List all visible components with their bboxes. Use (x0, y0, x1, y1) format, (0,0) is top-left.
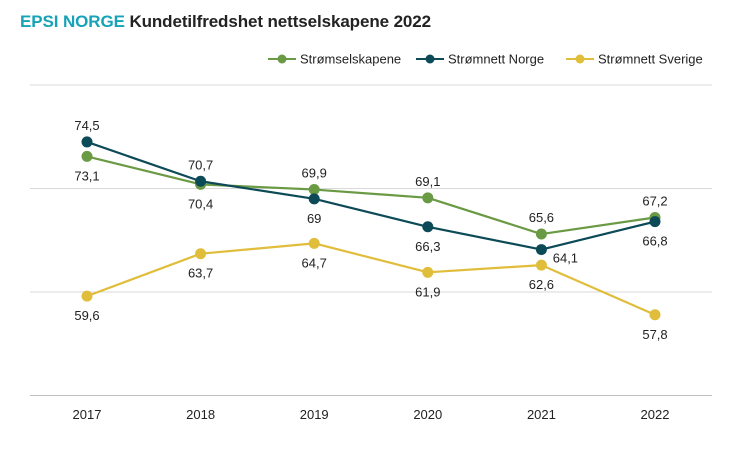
chart-title-brand: EPSI NORGE (20, 12, 125, 31)
data-label: 73,1 (74, 168, 99, 183)
data-label: 70,4 (188, 196, 213, 211)
series-group (81, 136, 661, 321)
data-point (535, 244, 547, 256)
x-tick-label: 2021 (527, 407, 556, 422)
x-tick-label: 2019 (300, 407, 329, 422)
data-label: 66,3 (415, 239, 440, 254)
legend-entry: Strømnett Norge (448, 52, 544, 67)
x-tick-label: 2022 (641, 407, 670, 422)
data-point (535, 259, 547, 271)
data-point (81, 136, 93, 148)
data-point (195, 248, 207, 260)
data-point (308, 184, 320, 196)
data-label: 62,6 (529, 277, 554, 292)
data-label: 65,6 (529, 210, 554, 225)
chart-title: EPSI NORGE Kundetilfredshet nettselskape… (20, 12, 431, 32)
data-label: 70,7 (188, 157, 213, 172)
data-label: 64,7 (302, 255, 327, 270)
legend-marker (277, 54, 287, 64)
data-labels: 73,1 70,4 69,9 69,1 65,6 67,2 74,5 70,7 69 66,3 64… (74, 118, 667, 342)
legend-marker (425, 54, 435, 64)
x-tick-label: 2017 (73, 407, 102, 422)
grid-lines (30, 84, 712, 396)
data-point (422, 192, 434, 204)
data-point (535, 228, 547, 240)
data-point (81, 290, 93, 302)
legend: Strømselskapene Strømnett Norge Strømnett … (268, 52, 703, 67)
series-line (86, 242, 656, 316)
legend-entry: Strømnett Sverige (598, 52, 703, 67)
data-point (649, 216, 661, 228)
data-label: 69 (307, 211, 321, 226)
data-point (195, 175, 207, 187)
data-label: 74,5 (74, 118, 99, 133)
data-point (649, 309, 661, 321)
chart-title-text: Kundetilfredshet nettselskapene 2022 (129, 12, 431, 31)
legend-entry: Strømselskapene (300, 52, 401, 67)
x-tick-label: 2018 (186, 407, 215, 422)
series-line (86, 155, 656, 236)
data-label: 69,9 (302, 166, 327, 181)
x-axis-ticks: 2017 2018 2019 2020 2021 2022 (73, 407, 670, 422)
data-label: 64,1 (553, 251, 578, 266)
data-label: 63,7 (188, 266, 213, 281)
data-point (308, 193, 320, 205)
data-label: 61,9 (415, 284, 440, 299)
x-tick-label: 2020 (413, 407, 442, 422)
data-label: 67,2 (642, 193, 667, 208)
data-point (422, 266, 434, 278)
data-point (308, 237, 320, 249)
series-line (86, 140, 656, 251)
data-label: 69,1 (415, 174, 440, 189)
data-label: 59,6 (74, 308, 99, 323)
data-label: 66,8 (642, 234, 667, 249)
data-point (81, 150, 93, 162)
data-point (422, 221, 434, 233)
legend-marker (575, 54, 585, 64)
data-label: 57,8 (642, 327, 667, 342)
